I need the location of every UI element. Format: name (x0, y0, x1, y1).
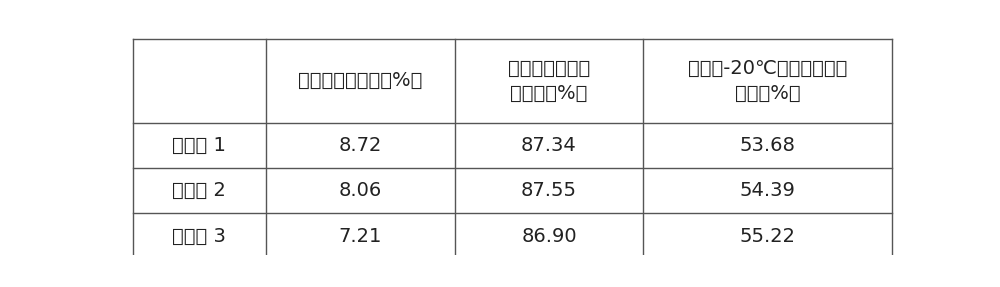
Text: 86.90: 86.90 (521, 227, 577, 246)
Text: 7.21: 7.21 (338, 227, 382, 246)
Text: 54.39: 54.39 (740, 181, 796, 200)
Text: 8.72: 8.72 (338, 136, 382, 155)
Text: 高温存储后容量
保持率（%）: 高温存储后容量 保持率（%） (508, 59, 590, 103)
Text: 低温（-20℃）放电容量保
持率（%）: 低温（-20℃）放电容量保 持率（%） (688, 59, 847, 103)
Text: 实施例 1: 实施例 1 (172, 136, 226, 155)
Text: 实施例 2: 实施例 2 (172, 181, 226, 200)
Text: 热态厚度增加率（%）: 热态厚度增加率（%） (298, 71, 422, 90)
Text: 8.06: 8.06 (339, 181, 382, 200)
Text: 87.34: 87.34 (521, 136, 577, 155)
Text: 87.55: 87.55 (521, 181, 577, 200)
Text: 实施例 3: 实施例 3 (172, 227, 226, 246)
Text: 53.68: 53.68 (740, 136, 796, 155)
Text: 55.22: 55.22 (740, 227, 796, 246)
